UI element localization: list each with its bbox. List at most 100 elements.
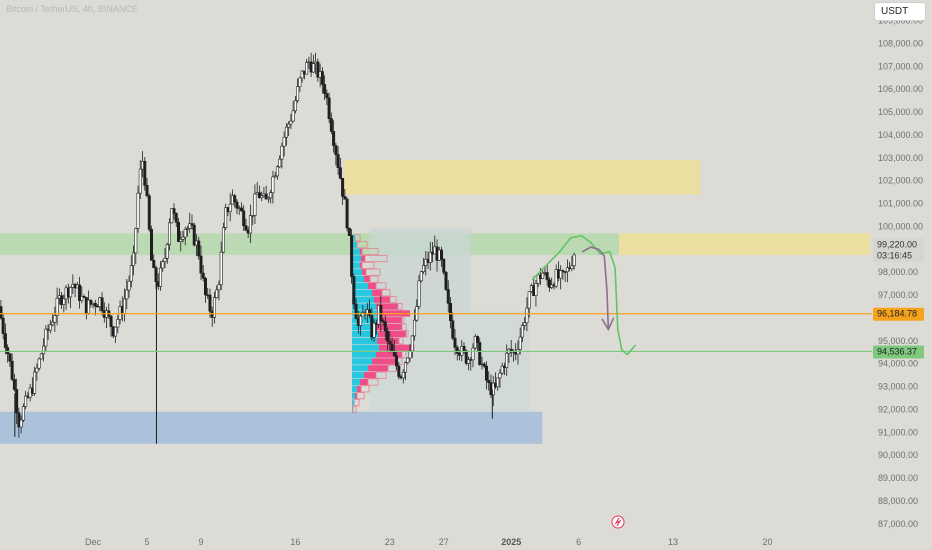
candle-up: [168, 222, 172, 245]
candle-down: [147, 195, 151, 230]
candle-down: [190, 223, 194, 226]
volume-bar-outline: [367, 378, 379, 386]
blue-zone: [0, 411, 543, 444]
volume-bar-outline: [387, 364, 397, 372]
candle-up: [62, 298, 66, 305]
volume-bar-cyan: [352, 372, 365, 379]
candle-down: [381, 320, 385, 323]
candle-down: [242, 210, 246, 227]
candle-down: [343, 196, 347, 200]
candle-up: [163, 257, 167, 262]
candle-up: [55, 297, 59, 316]
candle-up: [572, 254, 576, 267]
volume-bar-cyan: [352, 337, 378, 344]
candle-up: [289, 120, 293, 125]
candle-up: [541, 272, 545, 279]
candle-down: [176, 222, 180, 242]
candle-down: [379, 305, 383, 321]
candle-up: [570, 265, 574, 269]
volume-bar-outline: [354, 234, 361, 242]
candle-down: [509, 348, 513, 353]
candle-up: [282, 136, 286, 147]
candle-up: [116, 319, 120, 328]
y-tick-label: 105,000.00: [878, 107, 923, 117]
candle-down: [15, 389, 19, 414]
candle-down: [449, 302, 453, 322]
candle-up: [136, 192, 140, 229]
candle-down: [345, 198, 349, 229]
candle-up: [471, 347, 475, 361]
price-axis: 87,000.00 88,000.00 89,000.00 90,000.00 91,0…: [878, 16, 923, 529]
candle-down: [478, 342, 482, 365]
candle-down: [451, 320, 455, 339]
candle-down: [244, 225, 248, 231]
candle-up: [39, 353, 43, 360]
candle-down: [464, 350, 468, 364]
candle-down: [6, 347, 10, 355]
candle-down: [235, 201, 239, 209]
candle-down: [444, 272, 448, 290]
candle-up: [181, 236, 185, 240]
candle-down: [316, 61, 320, 78]
purple-forecast-drawing: [581, 246, 610, 331]
candle-up: [179, 238, 183, 242]
green-price-tag-bg: [873, 345, 924, 359]
purple-arrow-head: [601, 317, 615, 332]
candle-up: [165, 244, 169, 259]
candle-down: [350, 235, 354, 277]
candle-down: [329, 118, 333, 132]
y-tick-label: 98,000.00: [878, 267, 918, 277]
volume-bar-magenta: [360, 378, 369, 386]
orange-price-tag-text: 96,184.78: [877, 309, 917, 319]
volume-bar-magenta: [364, 372, 377, 379]
orange-price-tag-bg: [873, 307, 924, 321]
volume-bar-magenta: [376, 323, 403, 331]
current-price-tag-bg: [873, 238, 924, 263]
candle-up: [37, 358, 41, 369]
candle-down: [233, 195, 237, 203]
x-tick-label: 27: [439, 537, 449, 547]
candle-down: [78, 284, 82, 301]
candle-down: [563, 271, 567, 273]
y-tick-label: 103,000.00: [878, 153, 923, 163]
candle-up: [496, 377, 500, 388]
candle-up: [123, 298, 127, 315]
candle-up: [251, 215, 255, 217]
lightning-icon-bolt: [614, 517, 622, 527]
y-tick-label: 91,000.00: [878, 427, 918, 437]
candle-up: [19, 419, 23, 428]
volume-bar-magenta: [368, 282, 377, 290]
candle-down: [143, 160, 147, 186]
y-tick-label: 90,000.00: [878, 450, 918, 460]
candle-down: [199, 255, 203, 274]
candle-up: [248, 215, 252, 234]
volume-bar-outline: [352, 405, 357, 414]
green-price-tag-text: 94,536.37: [877, 346, 917, 356]
candle-down: [397, 365, 401, 377]
candle-up: [305, 62, 309, 75]
candle-up: [21, 406, 25, 421]
candle-down: [197, 240, 201, 257]
candle-down: [446, 289, 450, 304]
candle-up: [296, 86, 300, 102]
x-tick-label: 5: [145, 537, 150, 547]
candle-up: [518, 336, 522, 350]
candle-up: [221, 227, 225, 253]
volume-bar-cyan: [352, 275, 365, 283]
y-tick-label: 108,000.00: [878, 38, 923, 48]
candle-up: [48, 324, 52, 331]
candle-up: [185, 228, 189, 230]
candle-down: [152, 260, 156, 269]
candle-down: [208, 294, 212, 312]
candle-up: [525, 307, 529, 324]
candle-up: [284, 126, 288, 138]
candle-up: [505, 352, 509, 368]
volume-bar-cyan: [352, 262, 361, 269]
candle-down: [484, 365, 488, 381]
currency-button[interactable]: USDT: [874, 2, 926, 21]
candle-up: [224, 207, 228, 228]
candle-down: [12, 379, 16, 390]
candle-down: [334, 145, 338, 155]
lightning-icon[interactable]: [611, 515, 625, 529]
